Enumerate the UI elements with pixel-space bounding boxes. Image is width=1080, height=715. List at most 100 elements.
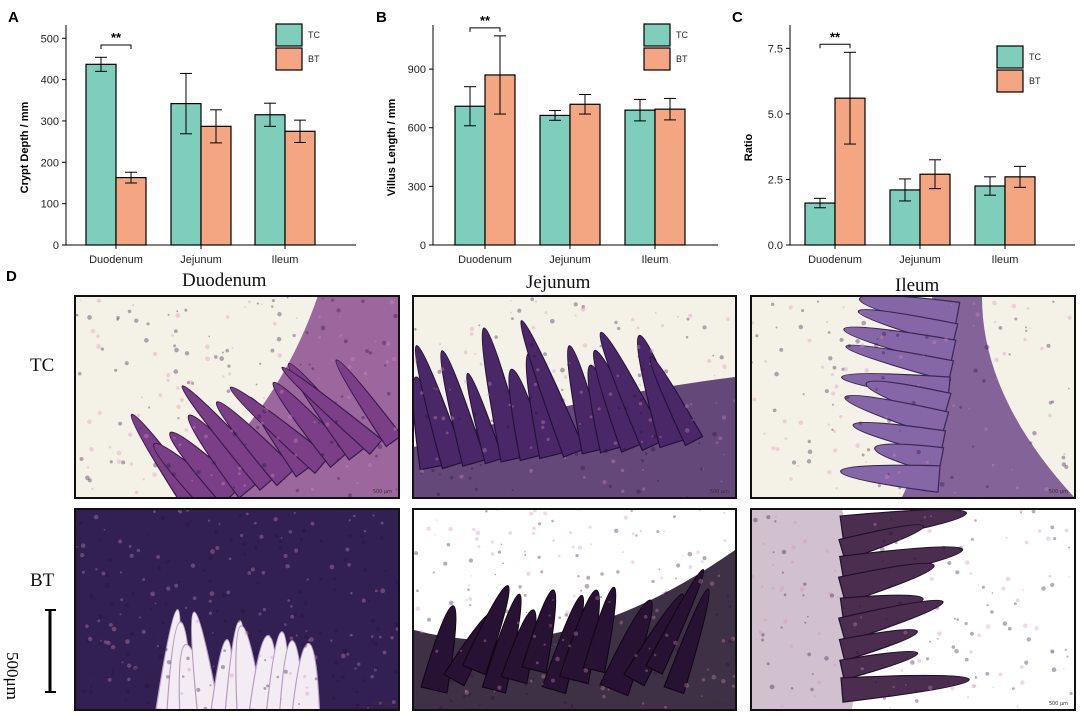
cell-speckle [582,476,586,479]
cell-speckle [438,343,442,346]
cell-speckle [341,653,346,659]
cell-speckle [500,662,503,665]
cell-speckle [256,302,259,305]
cell-speckle [208,611,213,615]
cell-speckle [334,629,338,633]
cell-speckle [433,415,438,420]
cell-speckle [81,570,85,574]
column-title-jejunum: Jejunum [526,272,591,293]
cell-speckle [637,373,642,378]
cell-speckle [788,305,793,310]
cell-speckle [706,668,709,671]
cell-speckle [958,546,963,551]
cell-speckle [721,639,726,643]
cell-speckle [254,511,257,513]
cell-speckle [914,699,919,703]
cell-speckle [613,441,618,446]
cell-speckle [114,368,118,372]
cell-speckle [232,431,238,437]
cell-speckle [308,363,311,366]
cell-speckle [640,440,644,443]
cell-speckle [228,372,232,376]
cell-speckle [380,521,384,525]
cell-speckle [549,318,555,324]
cell-speckle [675,577,678,580]
cell-speckle [443,657,446,659]
cell-speckle [623,406,628,411]
cell-speckle [384,569,387,573]
cell-speckle [807,652,812,657]
micrograph-image [76,297,398,497]
row-label-tc: TC [30,355,55,376]
cell-speckle [439,705,444,709]
cell-speckle [821,365,825,369]
cell-speckle [434,533,436,536]
cell-speckle [416,376,419,379]
cell-speckle [943,337,949,342]
villus [281,366,383,456]
cell-speckle [223,649,227,653]
cell-speckle [494,610,499,615]
cell-speckle [864,368,870,373]
cell-speckle [331,674,335,678]
cell-speckle [616,374,620,378]
cell-speckle [419,469,424,474]
cell-speckle [479,463,483,467]
cell-speckle [547,624,552,629]
cell-speckle [653,671,658,676]
cell-speckle [244,443,247,446]
cell-speckle [855,443,860,448]
cell-speckle [561,652,566,657]
cell-speckle [783,593,787,597]
cell-speckle [363,567,368,572]
cell-speckle [1011,469,1013,471]
cell-speckle [548,614,551,617]
cell-speckle [580,589,583,592]
cell-speckle [263,687,267,690]
cell-speckle [977,583,980,586]
cell-speckle [1050,649,1055,654]
cell-speckle [1038,529,1042,533]
cell-speckle [295,317,298,320]
cell-speckle [158,653,164,659]
micrograph-image [414,297,735,497]
cell-speckle [639,430,644,434]
cell-speckle [96,298,102,304]
cell-speckle [639,529,643,533]
cell-speckle [1067,387,1070,390]
cell-speckle [96,344,101,349]
cell-speckle [304,635,309,639]
cell-speckle [511,405,514,408]
cell-speckle [889,330,892,333]
cell-speckle [543,352,547,356]
cell-speckle [218,522,221,525]
cell-speckle [910,660,915,665]
cell-speckle [166,586,171,591]
cell-speckle [105,583,110,588]
cell-speckle [289,597,292,601]
cell-speckle [468,584,471,587]
cell-speckle [262,408,267,414]
cell-speckle [173,369,179,374]
cell-speckle [516,621,520,625]
cell-speckle [228,537,233,543]
cell-speckle [998,672,1003,677]
cell-speckle [656,530,660,534]
cell-speckle [121,460,126,465]
cell-speckle [112,672,115,676]
cell-speckle [725,662,730,667]
significance-bracket [819,43,851,49]
column-title-duodenum: Duodenum [182,270,267,291]
cell-speckle [351,634,354,636]
cell-speckle [465,598,468,602]
cell-speckle [270,305,274,308]
cell-speckle [512,676,515,680]
cell-speckle [86,638,91,643]
cell-speckle [226,389,231,393]
micrograph-scale-label: 500 μm [709,489,729,495]
cell-speckle [350,591,353,595]
villus [272,381,351,469]
cell-speckle [672,515,676,519]
cell-speckle [791,545,796,550]
cell-speckle [651,579,655,584]
